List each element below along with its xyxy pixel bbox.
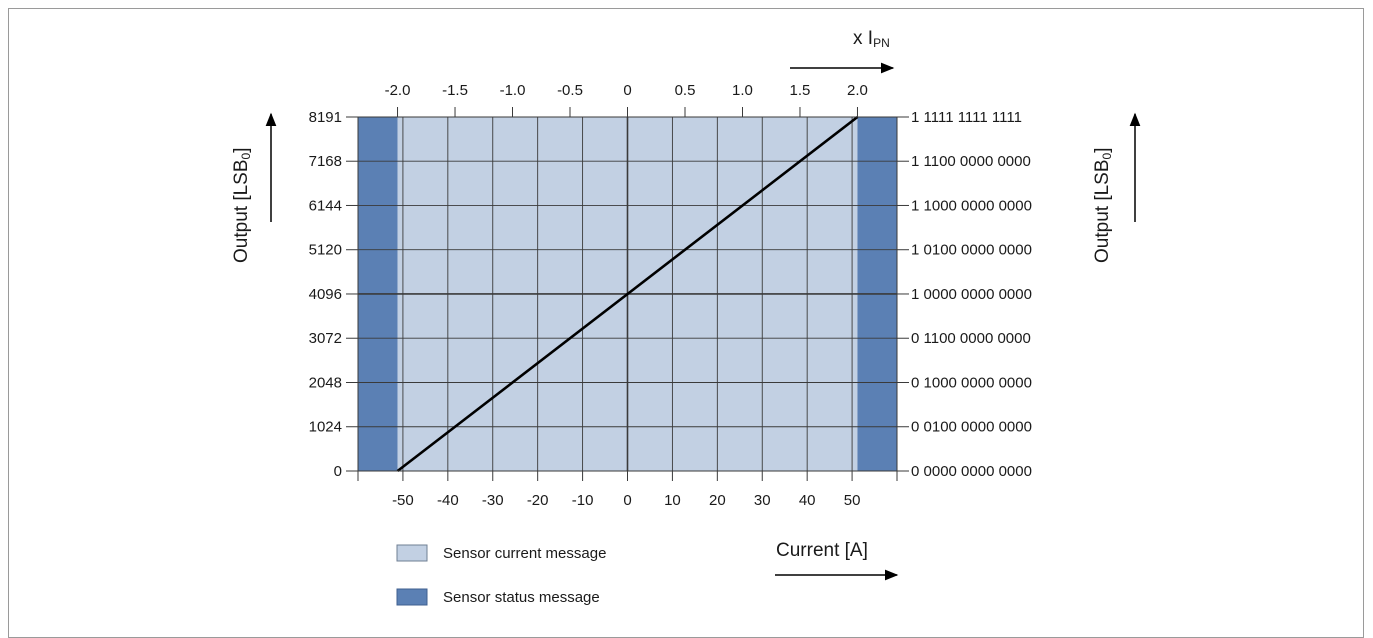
x-top-tick-label-2: -1.0 xyxy=(500,82,526,99)
y-right-tick-label-3: 0 1100 0000 0000 xyxy=(911,330,1031,347)
x-top-tick-label-8: 2.0 xyxy=(847,82,868,99)
y-left-tick-label-8: 8191 xyxy=(309,109,342,126)
y-left-tick-label-4: 4096 xyxy=(309,286,342,303)
x-bottom-tick-label-5: 0 xyxy=(623,492,631,509)
legend-swatch-current xyxy=(396,544,428,562)
y-left-tick-label-1: 1024 xyxy=(309,419,342,436)
x-top-tick-label-5: 0.5 xyxy=(675,82,696,99)
x-top-tick-label-6: 1.0 xyxy=(732,82,753,99)
y-left-tick-label-7: 7168 xyxy=(309,153,342,170)
y-right-tick-label-2: 0 1000 0000 0000 xyxy=(911,374,1032,391)
legend-label-current: Sensor current message xyxy=(443,545,606,562)
y-left-tick-label-3: 3072 xyxy=(309,330,342,347)
x-bottom-tick-label-3: -20 xyxy=(527,492,549,509)
x-bottom-tick-label-7: 20 xyxy=(709,492,726,509)
x-bottom-axis-title: Current [A] xyxy=(776,540,868,561)
y-left-axis-title: Output [LSB0] xyxy=(231,148,253,263)
legend: Sensor current message Sensor status mes… xyxy=(396,544,606,606)
y-right-axis-title: Output [LSB0] xyxy=(1092,148,1114,263)
y-right-tick-label-0: 0 0000 0000 0000 xyxy=(911,463,1032,480)
legend-label-status: Sensor status message xyxy=(443,589,600,606)
y-right-tick-label-1: 0 0100 0000 0000 xyxy=(911,419,1032,436)
y-right-tick-label-5: 1 0100 0000 0000 xyxy=(911,242,1032,259)
x-bottom-tick-label-9: 40 xyxy=(799,492,816,509)
y-left-tick-label-6: 6144 xyxy=(309,197,342,214)
x-bottom-tick-label-1: -40 xyxy=(437,492,459,509)
x-top-tick-label-4: 0 xyxy=(623,82,631,99)
x-bottom-tick-label-10: 50 xyxy=(844,492,861,509)
y-right-tick-label-4: 1 0000 0000 0000 xyxy=(911,286,1032,303)
x-bottom-tick-label-8: 30 xyxy=(754,492,771,509)
x-top-tick-label-7: 1.5 xyxy=(790,82,811,99)
legend-swatch-status xyxy=(396,588,428,606)
x-bottom-tick-label-6: 10 xyxy=(664,492,681,509)
x-top-tick-label-3: -0.5 xyxy=(557,82,583,99)
y-right-tick-label-7: 1 1100 0000 0000 xyxy=(911,153,1031,170)
y-right-tick-label-8: 1 1111 1111 1111 xyxy=(911,109,1022,126)
axes-layer: -50 -40 -30 -20 -10 0 10 20 30 40 50 -2.0 -1.5 -1.0 -0… xyxy=(309,82,1032,509)
x-bottom-tick-label-0: -50 xyxy=(392,492,414,509)
y-right-tick-label-6: 1 1000 0000 0000 xyxy=(911,197,1032,214)
series-layer xyxy=(396,115,859,473)
y-left-tick-label-2: 2048 xyxy=(309,374,342,391)
chart: -50 -40 -30 -20 -10 0 10 20 30 40 50 -2.0 -1.5 -1.0 -0… xyxy=(231,28,1141,606)
y-left-tick-label-5: 5120 xyxy=(309,242,342,259)
y-left-tick-label-0: 0 xyxy=(334,463,342,480)
x-top-tick-label-1: -1.5 xyxy=(442,82,468,99)
x-top-axis-title: x IPN xyxy=(853,28,890,50)
x-bottom-tick-label-4: -10 xyxy=(572,492,594,509)
x-bottom-tick-label-2: -30 xyxy=(482,492,504,509)
x-top-tick-label-0: -2.0 xyxy=(385,82,411,99)
series-line-0 xyxy=(396,115,859,473)
